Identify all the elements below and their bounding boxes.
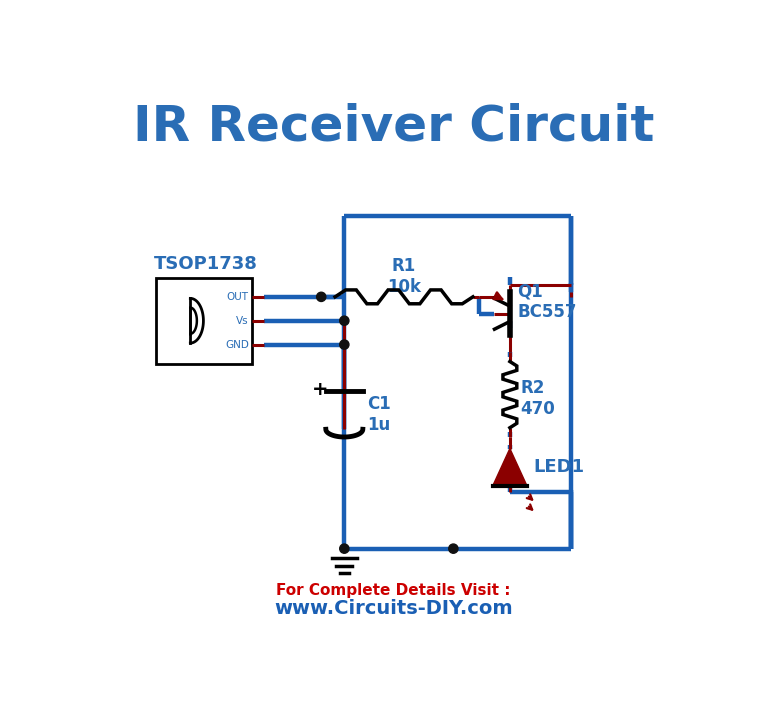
Circle shape [339, 316, 349, 326]
Text: C1
1u: C1 1u [367, 395, 391, 434]
Text: GND: GND [225, 339, 249, 349]
Circle shape [449, 544, 458, 553]
Text: R1
10k: R1 10k [387, 258, 421, 296]
Circle shape [339, 340, 349, 349]
Text: IR Receiver Circuit: IR Receiver Circuit [133, 103, 654, 151]
Bar [156, 277, 252, 364]
Text: LED1: LED1 [533, 458, 584, 476]
Circle shape [339, 544, 349, 553]
Text: TSOP1738: TSOP1738 [154, 255, 258, 273]
Circle shape [316, 292, 326, 302]
Text: +: + [312, 380, 328, 399]
Text: OUT: OUT [227, 292, 249, 302]
Text: Q1
BC557: Q1 BC557 [518, 282, 577, 321]
Text: For Complete Details Visit :: For Complete Details Visit : [276, 583, 511, 599]
Text: Vs: Vs [237, 316, 249, 326]
Text: www.Circuits-DIY.com: www.Circuits-DIY.com [274, 599, 513, 618]
Polygon shape [493, 448, 527, 485]
Text: R2
470: R2 470 [521, 379, 555, 418]
